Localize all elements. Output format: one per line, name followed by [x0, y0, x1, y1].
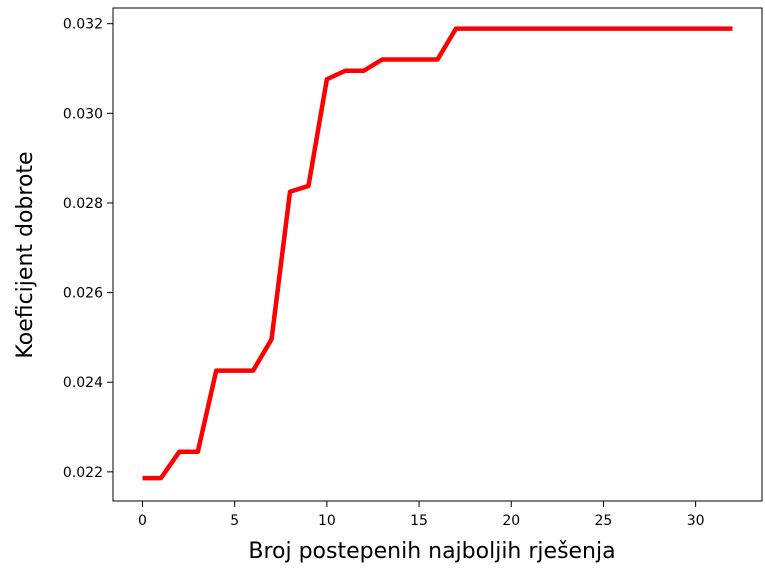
series-line: [142, 26, 733, 481]
x-tick-label: 30: [687, 513, 705, 529]
y-tick-label: 0.030: [63, 106, 103, 122]
plot-area: [113, 8, 762, 501]
x-tick-label: 15: [410, 513, 428, 529]
y-tick-label: 0.032: [63, 17, 103, 33]
y-tick-label: 0.028: [63, 196, 103, 212]
x-tick-label: 5: [230, 513, 239, 529]
x-tick-label: 10: [318, 513, 336, 529]
x-axis-label: Broj postepenih najboljih rješenja: [248, 539, 615, 564]
y-axis-ticks: 0.022 0.024 0.026 0.028 0.030 0.032: [63, 17, 113, 481]
x-tick-label: 20: [502, 513, 520, 529]
series-layer: [142, 26, 733, 481]
y-tick-label: 0.024: [63, 375, 103, 391]
y-axis-label: Koeficijent dobrote: [13, 151, 38, 358]
x-tick-label: 25: [595, 513, 613, 529]
x-axis-ticks: 0 5 10 15 20 25 30: [138, 501, 705, 529]
y-tick-label: 0.022: [63, 465, 103, 481]
y-tick-label: 0.026: [63, 286, 103, 302]
x-tick-label: 0: [138, 513, 147, 529]
plot-frame: [112, 7, 763, 502]
